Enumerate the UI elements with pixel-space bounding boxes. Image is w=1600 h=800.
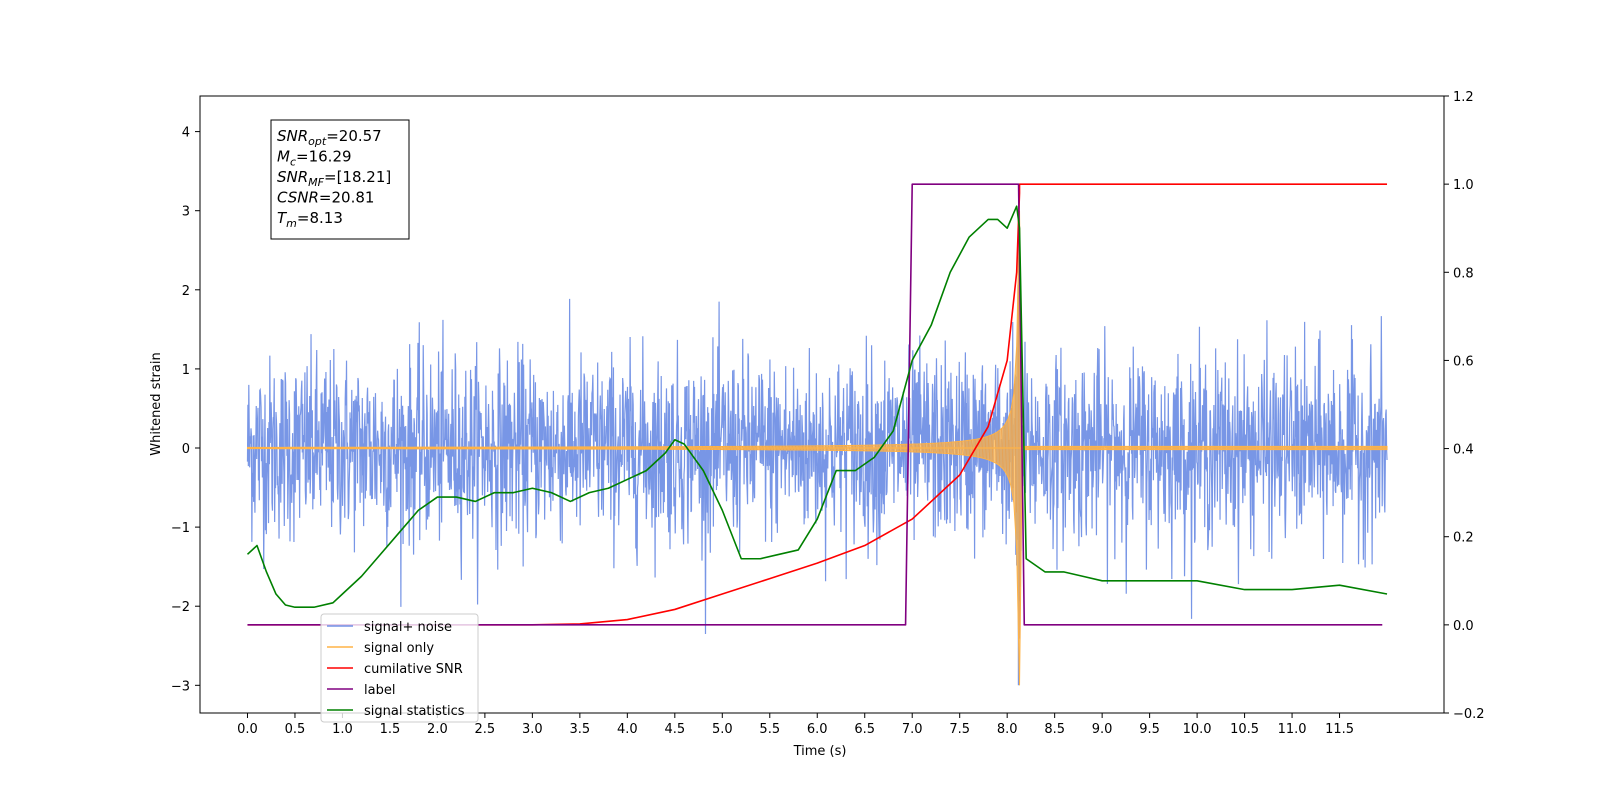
annotation-line: Tm=8.13	[277, 209, 343, 230]
right-y-tick-label: 0.6	[1453, 354, 1474, 369]
x-tick-label: 3.0	[522, 722, 543, 737]
x-axis: 0.0 0.5 1.0 1.5 2.0 2.5 3.0 3.5 4.0 4.5 5.0 5.5 6.0 6…	[237, 713, 1354, 737]
annotation-frame	[270, 119, 410, 240]
x-tick-label: 0.0	[237, 722, 258, 737]
right-y-tick-label: 1.2	[1453, 90, 1474, 105]
legend-label: signal statistics	[364, 704, 465, 719]
x-tick-label: 4.5	[664, 722, 685, 737]
x-tick-label: 6.0	[807, 722, 828, 737]
x-tick-label: 4.0	[617, 722, 638, 737]
x-tick-label: 7.5	[949, 722, 970, 737]
annotation-value: =20.81	[319, 189, 375, 207]
annotation-subscript: MF	[308, 176, 324, 189]
plot-series	[246, 183, 1388, 686]
x-tick-label: 3.5	[570, 722, 591, 737]
left-y-tick-label: 3	[182, 205, 190, 220]
x-tick-label: 8.0	[997, 722, 1018, 737]
legend-label: cumilative SNR	[364, 662, 463, 677]
annotation-line: CSNR=20.81	[277, 189, 374, 207]
right-y-tick-label: 0.0	[1453, 619, 1474, 634]
annotation-value: =20.57	[326, 127, 382, 145]
annotation-subscript: m	[286, 217, 297, 230]
annotation-value: =16.29	[296, 148, 352, 166]
plot-frame	[199, 95, 1445, 714]
left-y-tick-label: −2	[171, 600, 190, 615]
annotation-symbol: CSNR	[277, 189, 319, 207]
legend-label: label	[364, 683, 395, 698]
annotation-subscript: c	[290, 156, 296, 169]
x-tick-label: 7.0	[902, 722, 923, 737]
x-tick-label: 5.5	[759, 722, 780, 737]
x-axis-label: Time (s)	[793, 744, 847, 759]
left-y-tick-label: −3	[171, 679, 190, 694]
x-tick-label: 11.5	[1325, 722, 1354, 737]
y-axis-label: Whitened strain	[149, 352, 164, 455]
x-tick-label: 0.5	[285, 722, 306, 737]
x-tick-label: 2.5	[475, 722, 496, 737]
right-y-axis: 1.2 1.0 0.8 0.6 0.4 0.2 0.0 −0.2	[1444, 90, 1485, 722]
x-tick-label: 11.0	[1278, 722, 1307, 737]
x-tick-label: 2.0	[427, 722, 448, 737]
left-y-tick-label: 0	[182, 442, 190, 457]
annotation-line: Mc=16.29	[277, 148, 352, 169]
left-y-tick-label: 4	[182, 126, 190, 141]
left-y-tick-label: −1	[171, 521, 190, 536]
label-line	[247, 183, 1383, 626]
annotation-subscript: opt	[308, 135, 327, 148]
annotation-value: =[18.21]	[324, 168, 391, 186]
right-y-tick-label: −0.2	[1453, 707, 1485, 722]
x-tick-label: 9.0	[1092, 722, 1113, 737]
right-y-tick-label: 0.8	[1453, 266, 1474, 281]
annotation-line: SNRMF=[18.21]	[277, 168, 391, 189]
annotation-box: SNRopt=20.57Mc=16.29SNRMF=[18.21]CSNR=20…	[270, 119, 410, 240]
left-y-axis: 4 3 2 1 0 −1 −2 −3	[171, 126, 200, 694]
legend-label: signal+ noise	[364, 620, 452, 635]
x-tick-label: 10.5	[1230, 722, 1259, 737]
legend-label: signal only	[364, 641, 434, 656]
annotation-value: =8.13	[297, 209, 343, 227]
signal-only-group	[246, 210, 1388, 686]
legend: signal+ noise signal only cumilative SNR la…	[320, 613, 479, 723]
annotation-line: SNRopt=20.57	[277, 127, 382, 148]
x-tick-label: 9.5	[1139, 722, 1160, 737]
annotation-symbol: T	[277, 209, 288, 227]
right-y-tick-label: 1.0	[1453, 178, 1474, 193]
x-tick-label: 1.0	[332, 722, 353, 737]
right-y-tick-label: 0.2	[1453, 531, 1474, 546]
signal-statistics-line	[246, 205, 1388, 609]
annotation-symbol: SNR	[277, 168, 308, 186]
left-y-tick-label: 2	[182, 284, 190, 299]
left-y-tick-label: 1	[182, 363, 190, 378]
annotation-symbol: M	[277, 148, 290, 166]
x-tick-label: 10.0	[1183, 722, 1212, 737]
legend-frame	[320, 613, 479, 723]
x-tick-label: 1.5	[380, 722, 401, 737]
right-y-tick-label: 0.4	[1453, 443, 1474, 458]
x-tick-label: 5.0	[712, 722, 733, 737]
signal-plus-noise-line	[246, 222, 1388, 686]
x-tick-label: 6.5	[854, 722, 875, 737]
annotation-symbol: SNR	[277, 127, 308, 145]
x-tick-label: 8.5	[1044, 722, 1065, 737]
